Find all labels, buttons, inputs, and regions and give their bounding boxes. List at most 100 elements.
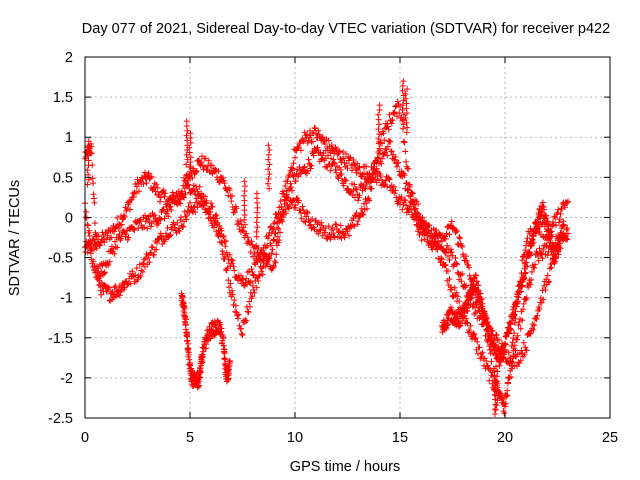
spike-point [376, 145, 383, 152]
track-e-point [488, 332, 495, 339]
track-d-point [221, 350, 228, 357]
spike-point [376, 121, 383, 128]
track-b-point [472, 304, 478, 311]
track-c-point [135, 225, 142, 232]
track-a-point [544, 252, 551, 259]
track-b-point [547, 265, 553, 272]
track-a-point [362, 185, 369, 192]
track-b-point [127, 280, 134, 287]
track-b-point [178, 214, 184, 221]
track-a-point [221, 180, 228, 187]
track-a-point [520, 306, 526, 313]
spike-point [403, 110, 410, 117]
track-a-point [453, 289, 460, 296]
track-b-point [491, 335, 498, 342]
track-a-point [442, 262, 448, 269]
track-c-point [502, 403, 508, 410]
track-e-point [502, 341, 509, 348]
track-a-point [151, 180, 158, 187]
spike-point [402, 95, 409, 102]
track-c-point [255, 278, 262, 285]
spike-point [403, 129, 410, 136]
track-b-point [533, 316, 540, 323]
track-c-point [391, 110, 397, 117]
track-c-point [389, 117, 396, 124]
track-b-point [154, 239, 160, 246]
track-a-point [486, 377, 493, 384]
x-tick-label: 25 [602, 430, 618, 446]
track-d-point [197, 374, 204, 381]
track-c-point [246, 298, 253, 305]
track-a-point [248, 238, 255, 245]
track-a-point [529, 268, 535, 275]
track-c-point [235, 315, 241, 322]
track-e-point [482, 313, 489, 320]
track-b-point [402, 197, 409, 204]
track-e-point [512, 308, 519, 315]
track-b-point [322, 141, 328, 148]
track-a-point [522, 295, 529, 302]
track-b-point [298, 147, 304, 154]
track-c-point [405, 165, 412, 172]
track-b-point [295, 143, 301, 150]
track-b-point [453, 260, 460, 267]
track-c-point [92, 231, 99, 238]
track-c-point [381, 137, 388, 144]
track-c-point [553, 222, 559, 229]
track-b-point [391, 183, 397, 190]
track-a-point [451, 284, 458, 291]
track-b-point [406, 203, 413, 210]
track-a-point [532, 261, 538, 268]
x-axis-ticks: 0 5 10 15 20 25 [81, 57, 618, 446]
y-axis-ticks: 2 1.5 1 0.5 0 -0.5 -1 -1.5 -2 -2.5 [48, 50, 610, 427]
track-b-point [137, 273, 144, 280]
track-c-point [368, 185, 375, 192]
track-c-point [148, 223, 154, 230]
track-c-point [315, 230, 322, 237]
track-b-point [180, 223, 187, 230]
spike-point [492, 406, 499, 413]
track-e-point [515, 294, 522, 301]
spike-point [253, 233, 260, 240]
track-c-point [341, 234, 348, 241]
track-c-point [238, 325, 244, 332]
track-a-point [157, 198, 163, 205]
track-e-point [478, 295, 485, 302]
y-tick-label: 0 [65, 210, 73, 226]
track-c-point [385, 123, 391, 130]
track-e-point [500, 355, 507, 362]
track-b-point [98, 291, 105, 298]
track-e-point [467, 295, 474, 302]
track-b-point [548, 264, 555, 271]
track-c-point [502, 400, 509, 407]
track-b-point [463, 282, 469, 289]
track-e-point [522, 269, 529, 276]
track-c-point [557, 210, 564, 217]
track-c-point [456, 234, 463, 241]
track-c-point [332, 221, 339, 228]
track-a-point [344, 185, 351, 192]
track-c-point [555, 206, 562, 213]
track-c-point [433, 227, 439, 234]
track-c-point [457, 235, 463, 242]
spike-point [183, 161, 190, 168]
track-a-point [307, 161, 313, 168]
track-c-point [95, 265, 102, 272]
track-c-point [463, 257, 470, 264]
track-e-point [439, 329, 446, 336]
track-c-point [391, 109, 398, 116]
track-c-point [527, 225, 534, 232]
track-a-point [400, 170, 407, 177]
spike-point [183, 151, 190, 158]
track-e-point [535, 221, 542, 228]
track-a-point [304, 170, 310, 177]
track-d-point [199, 359, 206, 366]
track-b-point [132, 272, 139, 279]
track-c-point [105, 261, 112, 268]
track-a-point [378, 160, 385, 167]
track-a-point [243, 230, 250, 237]
track-b-point [305, 137, 312, 144]
track-c-point [229, 287, 235, 294]
track-a-point [479, 349, 486, 356]
track-a-point [148, 173, 155, 180]
